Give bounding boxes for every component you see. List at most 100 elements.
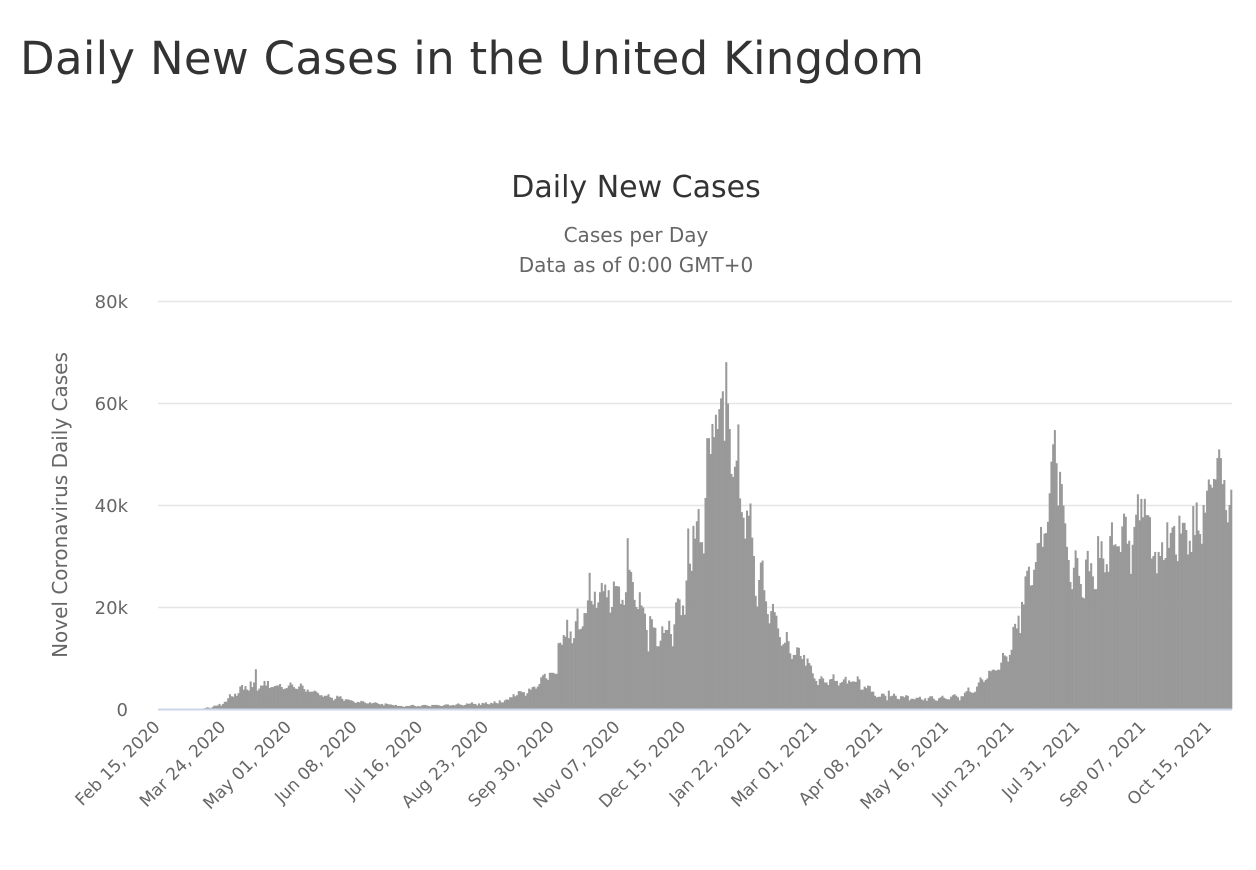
bar bbox=[396, 705, 399, 709]
bar bbox=[1038, 542, 1041, 709]
bar bbox=[1007, 661, 1010, 709]
bar bbox=[557, 643, 560, 709]
bar bbox=[412, 704, 415, 709]
bar bbox=[815, 680, 818, 709]
bar bbox=[204, 707, 207, 709]
bar bbox=[579, 628, 583, 709]
bar bbox=[1069, 582, 1072, 709]
bar bbox=[1143, 498, 1146, 709]
bar bbox=[1100, 541, 1103, 709]
bar bbox=[1178, 515, 1181, 709]
bar bbox=[901, 696, 904, 709]
bar bbox=[732, 476, 735, 709]
bar bbox=[763, 590, 766, 709]
bar bbox=[623, 604, 626, 709]
bar bbox=[744, 538, 747, 709]
bar bbox=[1036, 543, 1039, 709]
bar bbox=[1168, 547, 1171, 709]
bar bbox=[1029, 585, 1032, 709]
bar bbox=[697, 509, 700, 709]
bar bbox=[659, 640, 662, 709]
bar bbox=[877, 696, 880, 709]
bar bbox=[526, 693, 529, 709]
bar bbox=[654, 627, 657, 709]
bar bbox=[220, 705, 223, 709]
bar bbox=[699, 542, 702, 709]
bar bbox=[1019, 633, 1022, 709]
bar bbox=[830, 678, 833, 709]
bar bbox=[770, 611, 773, 709]
bar bbox=[332, 700, 335, 709]
bar bbox=[458, 704, 461, 709]
y-tick-label: 60k bbox=[95, 394, 129, 415]
bar bbox=[460, 704, 463, 709]
bar bbox=[476, 705, 479, 709]
bar bbox=[794, 654, 797, 709]
bar bbox=[1048, 493, 1051, 709]
bar bbox=[746, 510, 749, 709]
bar bbox=[400, 705, 403, 709]
bar bbox=[638, 592, 641, 709]
bar bbox=[524, 695, 527, 709]
bar bbox=[758, 579, 761, 709]
bar bbox=[937, 698, 941, 709]
bar bbox=[835, 680, 838, 709]
bar bbox=[1169, 533, 1172, 709]
bar bbox=[678, 599, 681, 709]
bar bbox=[413, 705, 416, 709]
bar bbox=[1171, 527, 1174, 709]
bar bbox=[358, 702, 361, 709]
bar bbox=[711, 423, 714, 709]
bar bbox=[981, 679, 984, 709]
bar bbox=[517, 691, 520, 709]
bar bbox=[1021, 601, 1024, 709]
bar bbox=[922, 700, 925, 709]
bar bbox=[1003, 655, 1006, 709]
bar bbox=[626, 538, 629, 709]
bar bbox=[548, 672, 551, 709]
bar bbox=[853, 681, 856, 709]
bar bbox=[263, 680, 266, 709]
bar bbox=[965, 691, 968, 709]
bar bbox=[778, 637, 781, 709]
bar bbox=[273, 686, 276, 709]
bar bbox=[673, 624, 676, 709]
bar bbox=[218, 703, 221, 709]
bar bbox=[374, 702, 377, 709]
bar bbox=[330, 697, 333, 709]
bar bbox=[576, 608, 579, 709]
bar bbox=[343, 700, 346, 709]
bar bbox=[1091, 576, 1094, 709]
bar bbox=[564, 636, 567, 709]
bar bbox=[1093, 589, 1096, 709]
bar bbox=[657, 646, 660, 709]
bar bbox=[702, 553, 705, 709]
bar bbox=[311, 691, 314, 709]
bar bbox=[797, 647, 800, 709]
bar bbox=[839, 682, 842, 709]
bar bbox=[1140, 498, 1143, 709]
bar bbox=[445, 704, 448, 709]
bar bbox=[227, 698, 230, 709]
bar bbox=[467, 703, 470, 709]
bar bbox=[261, 685, 264, 709]
bar bbox=[441, 705, 444, 709]
bar bbox=[465, 703, 468, 709]
bar bbox=[452, 704, 455, 709]
bar bbox=[363, 702, 366, 709]
bar bbox=[1212, 478, 1216, 709]
bar bbox=[863, 686, 866, 709]
bar bbox=[841, 681, 844, 709]
bar bbox=[472, 703, 475, 709]
bar bbox=[1064, 523, 1067, 709]
bar bbox=[337, 696, 340, 709]
bar bbox=[605, 597, 608, 709]
bar bbox=[398, 705, 401, 709]
bar bbox=[896, 698, 899, 709]
bar bbox=[1199, 534, 1202, 709]
bar bbox=[600, 583, 603, 709]
bar bbox=[1074, 550, 1077, 709]
bar bbox=[1204, 512, 1207, 709]
bar bbox=[844, 676, 847, 709]
bar bbox=[725, 362, 728, 709]
